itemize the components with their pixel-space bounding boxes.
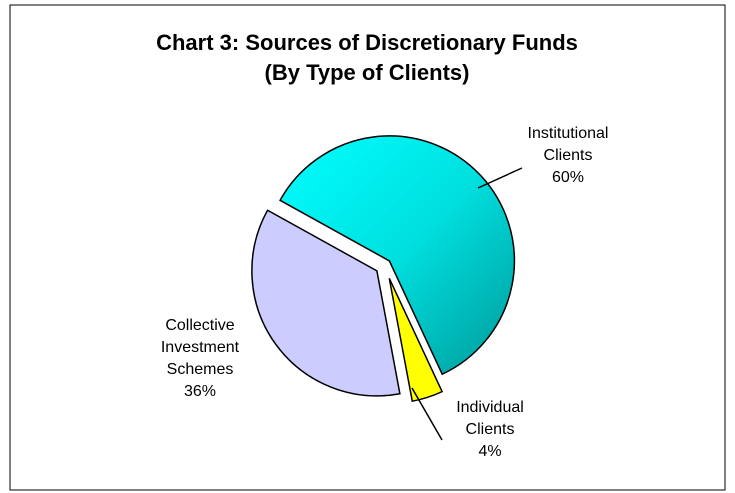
pie-slice (251, 209, 401, 397)
category-label: Collective Investment Schemes (161, 317, 240, 378)
category-label: Institutional Clients (528, 125, 609, 164)
pie-slice (388, 278, 444, 403)
value-label: 36% (184, 383, 216, 400)
chart-title: Chart 3: Sources of Discretionary Funds (156, 30, 578, 55)
leader-line (411, 387, 443, 441)
leader-line (477, 167, 523, 189)
value-label: 60% (552, 169, 584, 186)
chart-subtitle: (By Type of Clients) (265, 60, 470, 85)
category-label-line: Clients (544, 147, 593, 164)
category-label-line: Collective (165, 317, 234, 334)
category-label-line: Investment (161, 339, 240, 356)
category-label-line: Institutional (528, 125, 609, 142)
category-label-line: Clients (466, 421, 515, 438)
category-label-line: Schemes (167, 361, 234, 378)
category-label-line: Individual (456, 399, 524, 416)
value-label: 4% (478, 443, 501, 460)
category-label: Individual Clients (456, 399, 524, 438)
pie-slice (279, 135, 516, 376)
